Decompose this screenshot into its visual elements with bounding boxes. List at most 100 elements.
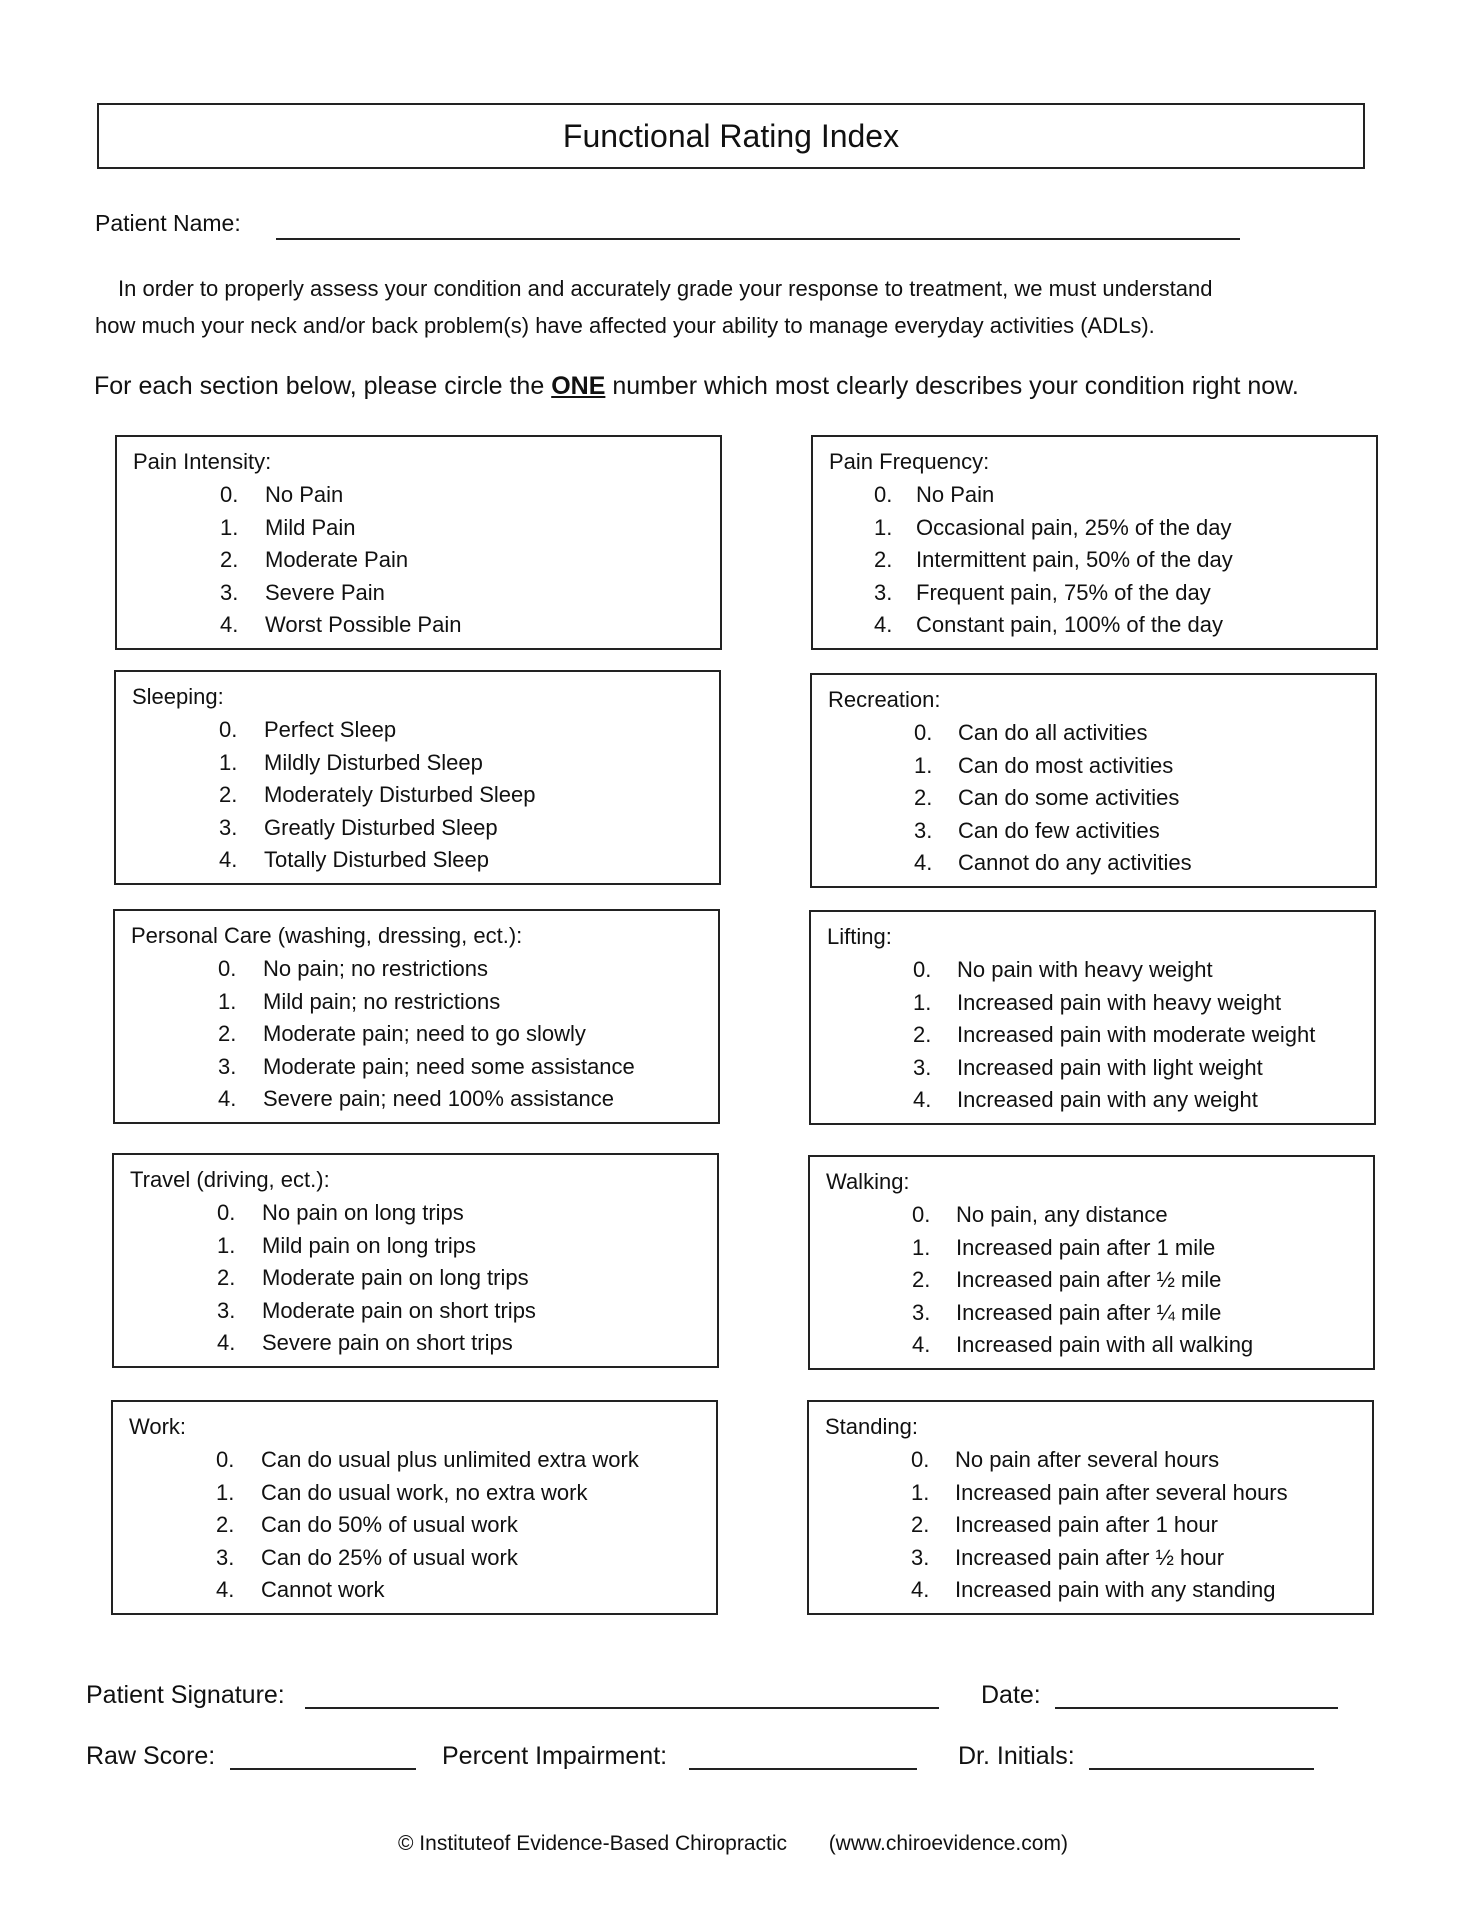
option-label: Increased pain after ½ hour (955, 1544, 1225, 1570)
option-number[interactable]: 4. (218, 1086, 237, 1112)
option-label: Mild pain; no restrictions (263, 988, 501, 1014)
option-number[interactable]: 0. (219, 717, 238, 742)
option-number[interactable]: 3. (914, 817, 933, 843)
section-title: Travel (driving, ect.): (130, 1167, 330, 1192)
option-label: Moderate pain on long trips (262, 1265, 529, 1291)
section-work: Work: 0. Can do usual plus unlimited extra… (111, 1400, 718, 1615)
option-number[interactable]: 1. (914, 752, 933, 778)
instruction-emphasis: ONE (551, 372, 606, 400)
option-number[interactable]: 1. (913, 989, 932, 1015)
footer-website: (www.chiroevidence.com) (828, 1832, 1068, 1855)
option-number[interactable]: 4. (914, 850, 933, 876)
option-number[interactable]: 3. (874, 579, 893, 605)
option-number[interactable]: 2. (219, 782, 238, 808)
option-label: Cannot do any activities (958, 850, 1192, 876)
option-number[interactable]: 4. (911, 1577, 930, 1603)
option-number[interactable]: 0. (874, 482, 893, 507)
option-number[interactable]: 2. (218, 1021, 237, 1047)
option-number[interactable]: 1. (220, 514, 239, 540)
option-label: Mildly Disturbed Sleep (264, 749, 483, 775)
option-number[interactable]: 2. (913, 1022, 932, 1048)
option-number[interactable]: 3. (912, 1299, 931, 1325)
option-number[interactable]: 3. (218, 1053, 237, 1079)
option-number[interactable]: 2. (914, 785, 933, 811)
option-number[interactable]: 2. (874, 547, 893, 573)
option-label: Occasional pain, 25% of the day (916, 514, 1232, 540)
option-label: Increased pain with any weight (957, 1087, 1258, 1113)
option-label: Totally Disturbed Sleep (264, 847, 490, 873)
option-number[interactable]: 1. (216, 1479, 235, 1505)
signature-field[interactable] (305, 1707, 939, 1709)
option-number[interactable]: 4. (913, 1087, 932, 1113)
patient-name-field[interactable] (276, 238, 1240, 240)
option-number[interactable]: 0. (220, 482, 239, 507)
option-label: Increased pain after ½ mile (956, 1267, 1222, 1293)
option-label: Perfect Sleep (264, 717, 397, 742)
option-label: Cannot work (261, 1577, 385, 1603)
option-label: Moderate pain on short trips (262, 1297, 536, 1323)
option-number[interactable]: 1. (217, 1232, 236, 1258)
raw-score-field[interactable] (230, 1768, 416, 1770)
option-number[interactable]: 3. (220, 579, 239, 605)
option-label: Increased pain with moderate weight (957, 1022, 1316, 1048)
percent-impairment-field[interactable] (689, 1768, 917, 1770)
option-label: No Pain (916, 482, 995, 507)
option-label: Moderate Pain (265, 547, 409, 573)
option-number[interactable]: 0. (217, 1200, 236, 1225)
option-label: Increased pain after 1 hour (955, 1512, 1218, 1538)
option-number[interactable]: 4. (219, 847, 238, 873)
option-number[interactable]: 3. (219, 814, 238, 840)
option-label: Increased pain after ¼ mile (956, 1299, 1222, 1325)
option-number[interactable]: 1. (219, 749, 238, 775)
option-number[interactable]: 2. (220, 547, 239, 573)
footer: © Instituteof Evidence-Based Chiropracti… (398, 1832, 1068, 1856)
option-number[interactable]: 2. (217, 1265, 236, 1291)
option-number[interactable]: 2. (216, 1512, 235, 1538)
option-number[interactable]: 1. (912, 1234, 931, 1260)
date-field[interactable] (1055, 1707, 1338, 1709)
intro-line-2: how much your neck and/or back problem(s… (95, 313, 1155, 338)
raw-score-label: Raw Score: (86, 1742, 216, 1770)
option-label: Moderate pain; need some assistance (263, 1053, 635, 1079)
page-title: Functional Rating Index (562, 118, 900, 154)
option-label: No pain with heavy weight (957, 957, 1213, 982)
section-walking: Walking: 0. No pain, any distance 1. Increas… (808, 1155, 1375, 1370)
option-number[interactable]: 0. (218, 956, 237, 981)
option-number[interactable]: 4. (220, 612, 239, 638)
section-title: Lifting: (827, 924, 892, 949)
option-number[interactable]: 1. (911, 1479, 930, 1505)
option-number[interactable]: 0. (913, 957, 932, 982)
option-number[interactable]: 4. (874, 612, 893, 638)
option-number[interactable]: 3. (217, 1297, 236, 1323)
option-number[interactable]: 4. (216, 1577, 235, 1603)
section-title: Work: (129, 1414, 187, 1439)
section-standing: Standing: 0. No pain after several hours 1.… (807, 1400, 1374, 1615)
dr-initials-field[interactable] (1089, 1768, 1314, 1770)
option-number[interactable]: 4. (912, 1332, 931, 1358)
percent-impairment-label: Percent Impairment: (442, 1742, 668, 1770)
option-number[interactable]: 3. (216, 1544, 235, 1570)
option-label: Moderately Disturbed Sleep (264, 782, 536, 808)
option-number[interactable]: 1. (218, 988, 237, 1014)
option-label: Increased pain with any standing (955, 1577, 1276, 1603)
option-number[interactable]: 3. (911, 1544, 930, 1570)
option-number[interactable]: 4. (217, 1330, 236, 1356)
option-label: Increased pain with all walking (956, 1332, 1254, 1358)
option-number[interactable]: 0. (216, 1447, 235, 1472)
option-number[interactable]: 2. (912, 1267, 931, 1293)
option-label: Greatly Disturbed Sleep (264, 814, 498, 840)
section-pain-frequency: Pain Frequency: 0. No Pain 1. Occasional pai… (811, 435, 1378, 650)
option-label: Can do some activities (958, 785, 1180, 811)
section-title: Pain Intensity: (133, 449, 272, 474)
option-label: Can do 50% of usual work (261, 1512, 518, 1538)
option-number[interactable]: 0. (912, 1202, 931, 1227)
option-number[interactable]: 0. (914, 720, 933, 745)
date-label: Date: (981, 1681, 1041, 1709)
option-number[interactable]: 1. (874, 514, 893, 540)
intro-line-1: In order to properly assess your conditi… (118, 276, 1213, 301)
option-label: No pain on long trips (262, 1200, 464, 1225)
option-number[interactable]: 0. (911, 1447, 930, 1472)
option-number[interactable]: 2. (911, 1512, 930, 1538)
section-title: Personal Care (washing, dressing, ect.): (131, 923, 523, 948)
option-number[interactable]: 3. (913, 1054, 932, 1080)
